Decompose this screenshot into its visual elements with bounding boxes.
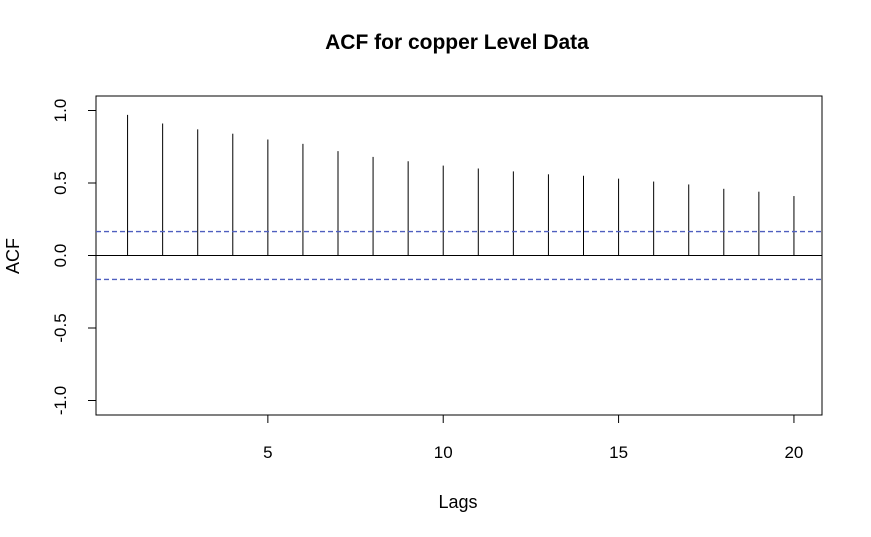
x-axis: 5 10 15 20 [263,415,803,462]
y-tick-label-3: 0.5 [51,171,70,195]
y-tick-label-2: 0.0 [51,244,70,268]
chart-title: ACF for copper Level Data [325,31,589,54]
y-tick-label-4: 1.0 [51,99,70,123]
acf-bars [127,114,795,256]
x-tick-label-10: 10 [434,443,453,462]
x-axis-label: Lags [438,492,477,512]
x-tick-label-20: 20 [784,443,803,462]
y-axis-label: ACF [3,238,23,274]
y-tick-label-0: -1.0 [51,386,70,415]
x-tick-label-15: 15 [609,443,628,462]
y-axis: -1.0 -0.5 0.0 0.5 1.0 [51,99,96,415]
x-tick-label-5: 5 [263,443,272,462]
y-tick-label-1: -0.5 [51,313,70,342]
reference-lines [96,230,822,281]
